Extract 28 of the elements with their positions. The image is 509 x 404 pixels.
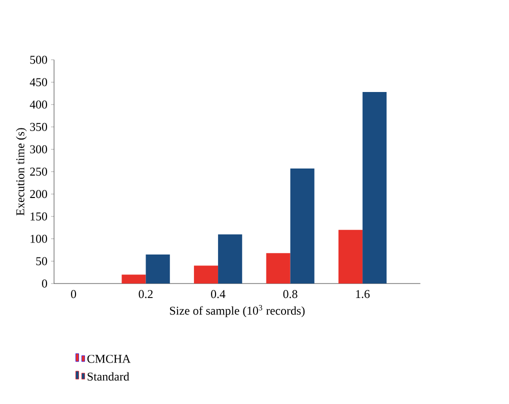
y-tick-label: 50: [36, 257, 48, 266]
y-tick-label: 100: [30, 234, 48, 243]
y-tick-label: 0: [42, 279, 48, 288]
y-tick-label: 150: [30, 212, 48, 220]
y-tick-label: 450: [30, 78, 48, 86]
x-axis-title: Size of sample (10$^{3}$ records): [170, 304, 305, 318]
legend-label: CMCHA: [87, 354, 131, 363]
bar: [122, 274, 146, 284]
x-tick-label: 0.8: [283, 290, 298, 298]
x-tick-label: 0.4: [211, 290, 226, 298]
bar: [194, 266, 218, 284]
bar: [290, 168, 314, 284]
bar: [362, 92, 387, 284]
y-tick-label: 400: [30, 100, 48, 108]
bar: [146, 254, 170, 284]
y-tick-label: 350: [30, 122, 48, 131]
y-axis-title: Execution time (s): [16, 128, 27, 216]
bar: [266, 253, 290, 284]
y-tick-label: 200: [30, 190, 48, 198]
bar: [338, 230, 363, 284]
y-tick-label: 500: [30, 56, 48, 64]
x-tick-label: 1.6: [356, 290, 370, 298]
x-tick-label: 0.2: [138, 290, 153, 298]
y-tick-label: 250: [30, 168, 48, 176]
bar: [218, 234, 242, 284]
x-tick-label: 0: [71, 290, 76, 298]
legend-label: Standard: [88, 372, 130, 381]
y-tick-label: 300: [30, 145, 48, 154]
